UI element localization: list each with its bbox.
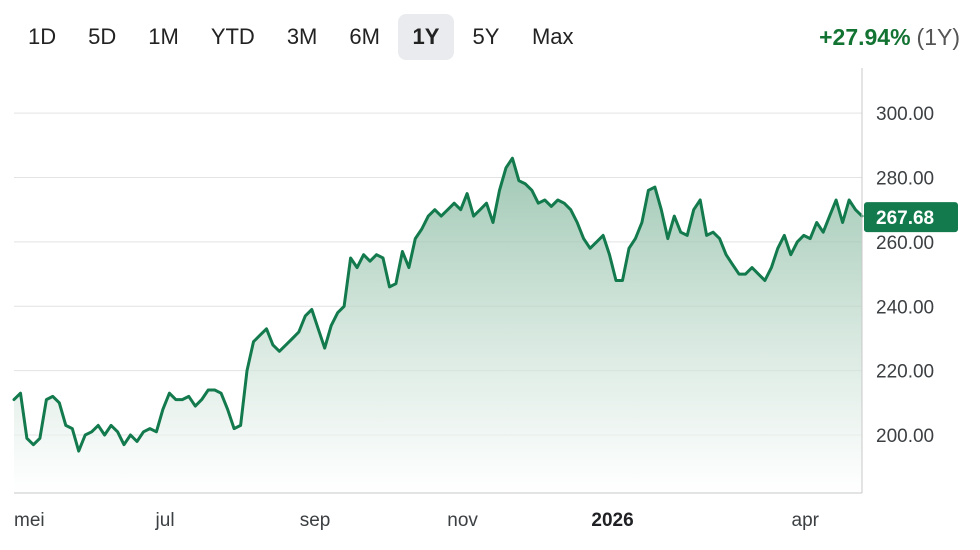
range-tab-5d[interactable]: 5D (88, 24, 117, 49)
current-price-badge (864, 202, 958, 233)
y-tick-label: 260.00 (876, 233, 934, 254)
y-tick-label: 200.00 (876, 426, 934, 447)
x-tick-label: 2026 (591, 510, 633, 531)
x-tick-label: nov (447, 510, 478, 531)
y-axis-ticks: 200.00 220.00 240.00 260.00 280.00 300.00 (876, 104, 934, 447)
range-tab-3m[interactable]: 3M (286, 24, 318, 49)
x-tick-label: apr (792, 510, 820, 531)
y-tick-label: 220.00 (876, 362, 934, 383)
range-tab-5y[interactable]: 5Y (472, 24, 500, 49)
x-axis-ticks: mei jul sep nov 2026 apr (14, 510, 820, 531)
change-summary: +27.94% (1Y) (819, 14, 960, 60)
x-tick-label: mei (14, 510, 45, 531)
y-tick-label: 280.00 (876, 168, 934, 189)
current-price-label[interactable]: 267.68 (864, 202, 958, 233)
range-tab-1d[interactable]: 1D (28, 24, 57, 49)
y-tick-label: 300.00 (876, 104, 934, 125)
range-tab-1y[interactable]: 1Y (397, 14, 454, 60)
current-price-value: 267.68 (876, 208, 934, 229)
x-tick-label: sep (300, 510, 331, 531)
range-tab-max[interactable]: Max (531, 24, 574, 49)
range-tab-ytd[interactable]: YTD (210, 24, 255, 49)
price-line[interactable] (12, 156, 864, 453)
range-tab-1m[interactable]: 1M (148, 24, 179, 49)
change-period: (1Y) (916, 23, 960, 50)
x-tick-label: jul (155, 510, 175, 531)
price-area (14, 158, 862, 493)
change-percent: +27.94% (819, 23, 911, 50)
range-selector: 1D 5D 1M YTD 3M 6M 1Y 5Y Max (14, 14, 588, 60)
y-tick-label: 240.00 (876, 297, 934, 318)
range-tab-6m[interactable]: 6M (349, 24, 380, 49)
